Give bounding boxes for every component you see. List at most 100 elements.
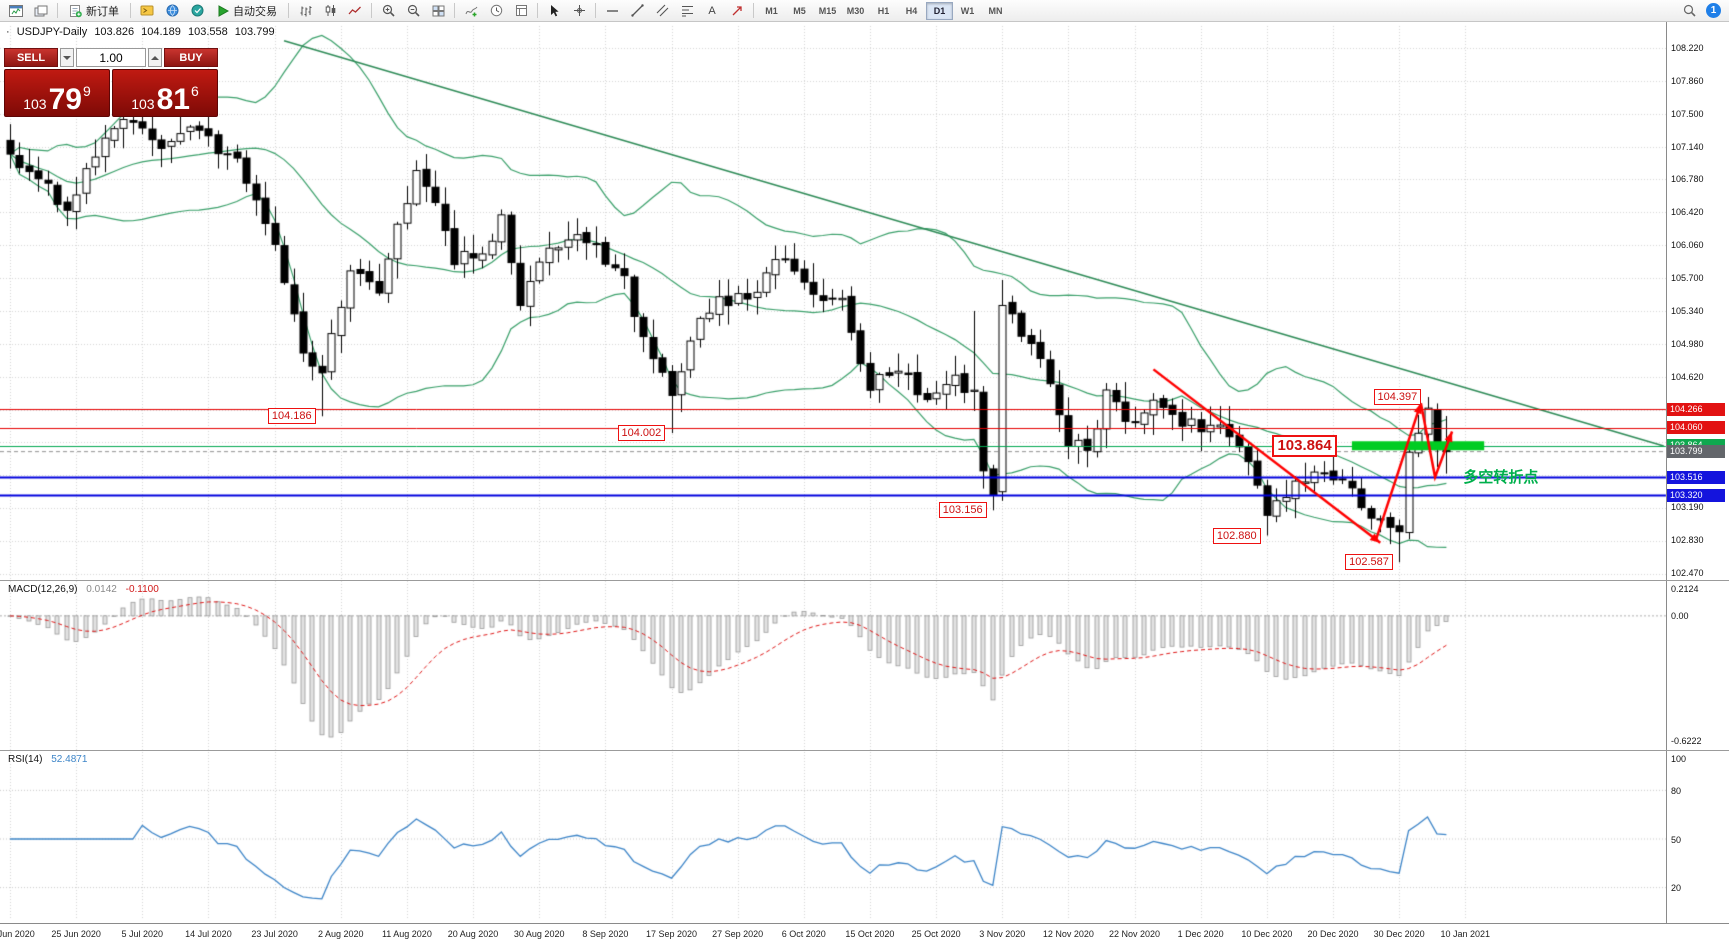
tf-m30[interactable]: M30 — [846, 5, 865, 16]
auto-trading-button[interactable]: 自动交易 — [210, 1, 284, 21]
chart-info: · USDJPY-Daily 103.826 104.189 103.558 1… — [6, 26, 279, 38]
ohlc-high: 104.189 — [141, 26, 181, 38]
candle-chart-icon — [324, 4, 337, 17]
price-annotation-label[interactable]: 102.587 — [1345, 554, 1393, 571]
indicator-scale-label: 0.00 — [1671, 610, 1689, 621]
search-icon — [1683, 4, 1696, 17]
indicators-icon[interactable] — [459, 1, 483, 21]
templates-icon[interactable] — [509, 1, 533, 21]
new-order-button[interactable]: 新订单 — [62, 1, 126, 21]
tf-d1[interactable]: D1 — [926, 1, 953, 20]
pivot-note-text[interactable]: 多空转折点 — [1463, 468, 1539, 486]
market-icon[interactable] — [160, 1, 184, 21]
buy-price-button[interactable]: 103 81 6 — [112, 69, 218, 117]
volume-input[interactable]: 1.00 — [76, 48, 146, 67]
sell-button[interactable]: SELL — [4, 48, 58, 67]
fibonacci-icon[interactable] — [675, 1, 699, 21]
buy-price-head: 103 — [131, 95, 155, 112]
tf-h4[interactable]: H4 — [905, 5, 918, 16]
tf-m5[interactable]: M5 — [793, 5, 806, 16]
indicator-scale-label: 0.2124 — [1671, 584, 1699, 594]
cursor-icon[interactable] — [542, 1, 566, 21]
date-label: 30 Aug 2020 — [513, 929, 565, 939]
crosshair-icon — [573, 4, 586, 17]
date-label: 15 Oct 2020 — [845, 929, 895, 939]
level-price-box: 103.516 — [1667, 470, 1725, 484]
bar-chart-icon — [299, 5, 312, 17]
tile-windows-icon[interactable] — [426, 1, 450, 21]
new-chart-icon — [9, 4, 23, 17]
chart-canvas[interactable] — [0, 22, 1729, 946]
toolbar-separator — [753, 3, 754, 18]
zoom-out-icon — [407, 4, 420, 17]
tf-m15[interactable]: M15 — [818, 5, 837, 16]
arrows-icon[interactable] — [725, 1, 749, 21]
price-tick-label: 106.780 — [1671, 174, 1704, 185]
trendline-icon — [630, 4, 644, 17]
macd-main-value: 0.0142 — [86, 584, 117, 595]
new-order-button-label: 新订单 — [86, 5, 119, 18]
price-tick-label: 108.220 — [1671, 43, 1704, 53]
volume-decrease-button[interactable] — [60, 48, 74, 67]
chart-window: · USDJPY-Daily 103.826 104.189 103.558 1… — [0, 22, 1729, 946]
fibonacci-icon — [681, 4, 694, 17]
price-annotation-label[interactable]: 104.397 — [1373, 389, 1422, 406]
buy-button[interactable]: BUY — [164, 48, 218, 67]
crosshair-icon[interactable] — [567, 1, 591, 21]
price-annotation-label[interactable]: 104.186 — [267, 408, 316, 425]
ohlc-open: 103.826 — [94, 26, 135, 38]
macd-title: MACD(12,26,9) — [8, 584, 78, 595]
tf-mn[interactable]: MN — [988, 5, 1003, 16]
market-icon — [166, 4, 179, 17]
price-tick-label: 104.620 — [1671, 371, 1704, 382]
date-label: 20 Aug 2020 — [447, 929, 499, 939]
auto-trading-icon — [217, 4, 229, 17]
sell-price-pip: 9 — [82, 83, 91, 99]
text-icon[interactable]: A — [700, 1, 724, 21]
metaeditor-icon[interactable] — [135, 1, 159, 21]
bar-chart-icon[interactable] — [293, 1, 317, 21]
profiles-icon — [34, 5, 48, 17]
time-axis[interactable]: 15 Jun 2020 25 Jun 2020 5 Jul 2020 14 Jul 2… — [0, 923, 1729, 946]
date-label: 27 Sep 2020 — [712, 929, 764, 939]
indicator-scale-label: 20 — [1671, 883, 1682, 894]
signals-icon[interactable] — [185, 1, 209, 21]
notification-badge[interactable]: 1 — [1706, 3, 1721, 18]
trendline-icon[interactable] — [625, 1, 649, 21]
price-annotation-label[interactable]: 103.156 — [938, 502, 987, 519]
price-annotation-label[interactable]: 104.002 — [617, 425, 666, 442]
date-label: 10 Dec 2020 — [1241, 929, 1293, 939]
toolbar-separator — [288, 3, 289, 18]
date-label: 15 Jun 2020 — [0, 929, 35, 939]
hline-icon — [606, 4, 619, 17]
rsi-value: 52.4871 — [51, 754, 88, 765]
date-label: 10 Jan 2021 — [1440, 929, 1491, 939]
line-chart-icon[interactable] — [343, 1, 367, 21]
tf-h1[interactable]: H1 — [877, 5, 890, 16]
zoom-out-icon[interactable] — [401, 1, 425, 21]
price-tick-label: 106.060 — [1671, 240, 1704, 251]
candle-chart-icon[interactable] — [318, 1, 342, 21]
tf-m1[interactable]: M1 — [765, 5, 778, 16]
buy-price-big: 81 — [156, 83, 190, 116]
panel-divider-macd[interactable] — [0, 580, 1729, 581]
date-label: 14 Jul 2020 — [185, 929, 232, 939]
one-click-trading-panel: SELL 1.00 BUY 103 79 9 103 81 6 — [4, 48, 218, 117]
price-annotation-label[interactable]: 102.880 — [1212, 527, 1261, 544]
new-chart-icon[interactable] — [4, 1, 28, 21]
ohlc-close: 103.799 — [234, 26, 275, 38]
sell-price-button[interactable]: 103 79 9 — [4, 69, 110, 117]
periods-icon[interactable] — [484, 1, 508, 21]
volume-increase-button[interactable] — [148, 48, 162, 67]
hline-icon[interactable] — [600, 1, 624, 21]
panel-divider-rsi[interactable] — [0, 750, 1729, 751]
zoom-in-icon[interactable] — [376, 1, 400, 21]
tf-w1[interactable]: W1 — [960, 5, 975, 16]
profiles-icon[interactable] — [29, 1, 53, 21]
price-annotation-label[interactable]: 103.864 — [1272, 434, 1337, 457]
channel-icon[interactable] — [650, 1, 674, 21]
toolbar-separator — [537, 3, 538, 18]
search-icon[interactable] — [1677, 1, 1701, 21]
rsi-title: RSI(14) — [8, 754, 43, 765]
rsi-label: RSI(14) 52.4871 — [8, 754, 87, 765]
